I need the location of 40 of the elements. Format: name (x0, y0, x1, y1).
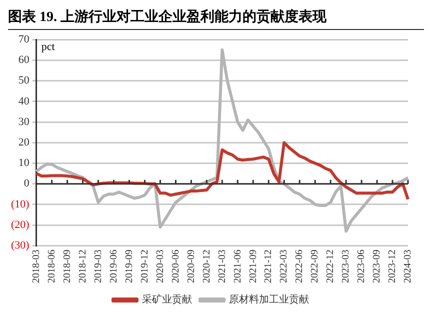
x-tick-label: 2021-03 (216, 250, 228, 284)
y-tick-label: 50 (18, 74, 30, 87)
x-tick-label: 2022-12 (325, 250, 336, 284)
x-tick-label: 2020-03 (154, 250, 166, 284)
x-tick-label: 2021-09 (248, 250, 259, 284)
x-tick-label: 2019-06 (108, 250, 120, 284)
y-tick-label: 20 (18, 136, 30, 149)
y-tick-label: 70 (18, 33, 30, 46)
x-tick-label: 2018-03 (30, 250, 42, 284)
x-tick-label: 2022-06 (294, 250, 306, 284)
x-tick-label: 2018-12 (77, 250, 88, 284)
x-tick-label: 2022-03 (278, 250, 290, 284)
x-tick-label: 2023-03 (340, 250, 352, 284)
legend-label: 采矿业贡献 (142, 294, 192, 306)
x-tick-label: 2018-06 (46, 250, 58, 284)
x-tick-label: 2023-06 (356, 250, 368, 284)
x-tick-label: 2022-09 (310, 250, 321, 284)
y-tick-label: 60 (18, 54, 30, 66)
chart-title: 图表 19. 上游行业对工业企业盈利能力的贡献度表现 (8, 8, 424, 30)
y-axis-title: pct (41, 40, 55, 53)
x-tick-label: 2020-09 (186, 250, 197, 284)
x-tick-label: 2019-09 (124, 250, 135, 284)
y-tick-label: 30 (18, 116, 30, 128)
x-tick-label: 2021-12 (263, 250, 274, 284)
y-tick-label: (30) (11, 240, 30, 252)
x-tick-label: 2020-12 (201, 250, 212, 284)
x-tick-label: 2020-06 (170, 250, 182, 284)
x-tick-label: 2024-03 (402, 250, 414, 284)
x-tick-label: 2023-09 (372, 250, 383, 284)
legend-label: 原材料加工业贡献 (229, 294, 309, 306)
y-tick-label: (10) (11, 198, 30, 210)
y-tick-label: 40 (18, 95, 30, 108)
x-tick-label: 2023-12 (387, 250, 398, 284)
y-tick-label: 0 (24, 178, 30, 190)
y-tick-label: (20) (11, 218, 30, 231)
x-tick-label: 2018-09 (62, 250, 73, 284)
x-tick-label: 2021-06 (232, 250, 244, 284)
x-tick-label: 2019-03 (92, 250, 104, 284)
x-tick-label: 2019-12 (139, 250, 150, 284)
y-tick-label: 10 (18, 157, 30, 170)
